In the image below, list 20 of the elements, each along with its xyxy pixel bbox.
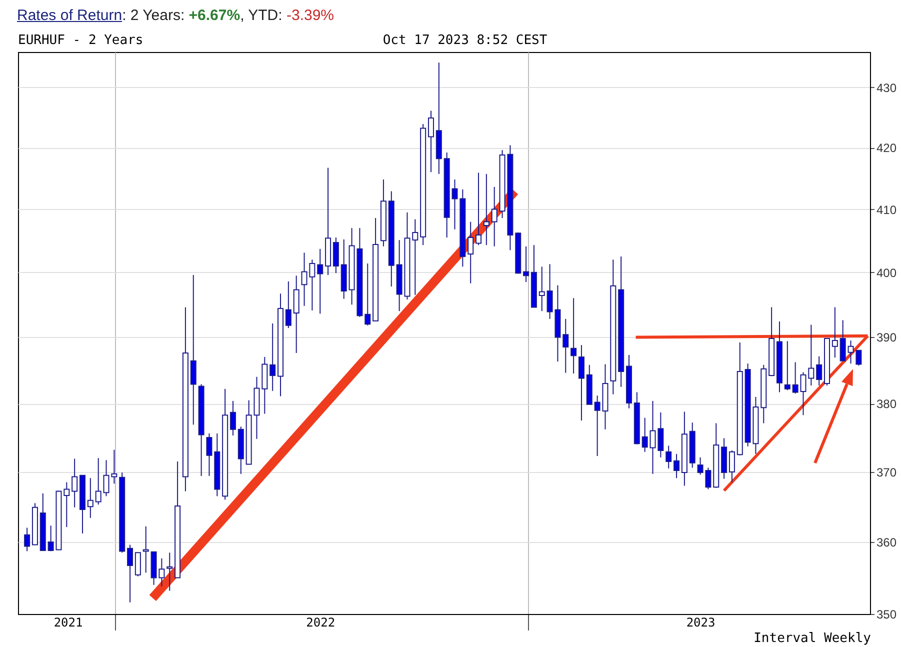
x-tick-label: 2022 <box>306 616 336 630</box>
text: Rates of Return <box>17 7 122 24</box>
y-tick-label: 420 <box>876 141 897 156</box>
text: , YTD: <box>240 7 284 24</box>
y-tick-label: 370 <box>876 465 897 480</box>
y-tick-label: 360 <box>876 535 897 550</box>
y-tick-label: 410 <box>876 202 897 217</box>
y-tick-label: 430 <box>876 80 897 95</box>
text: Interval Weekly <box>754 631 871 646</box>
y-tick-label: 350 <box>876 608 897 622</box>
y-tick-label: 390 <box>876 330 897 345</box>
y-tick-label: 400 <box>876 266 897 280</box>
x-tick-label: 2021 <box>54 616 83 630</box>
text: -3.39% <box>286 7 334 24</box>
y-tick-label: 380 <box>876 397 897 412</box>
text: +6.67% <box>188 7 240 24</box>
chart-title: EURHUF - 2 Years <box>18 33 144 48</box>
x-tick-label: 2023 <box>686 616 716 630</box>
text: Oct 17 2023 8:52 CEST <box>382 33 548 48</box>
text: : 2 Years: <box>122 7 186 24</box>
